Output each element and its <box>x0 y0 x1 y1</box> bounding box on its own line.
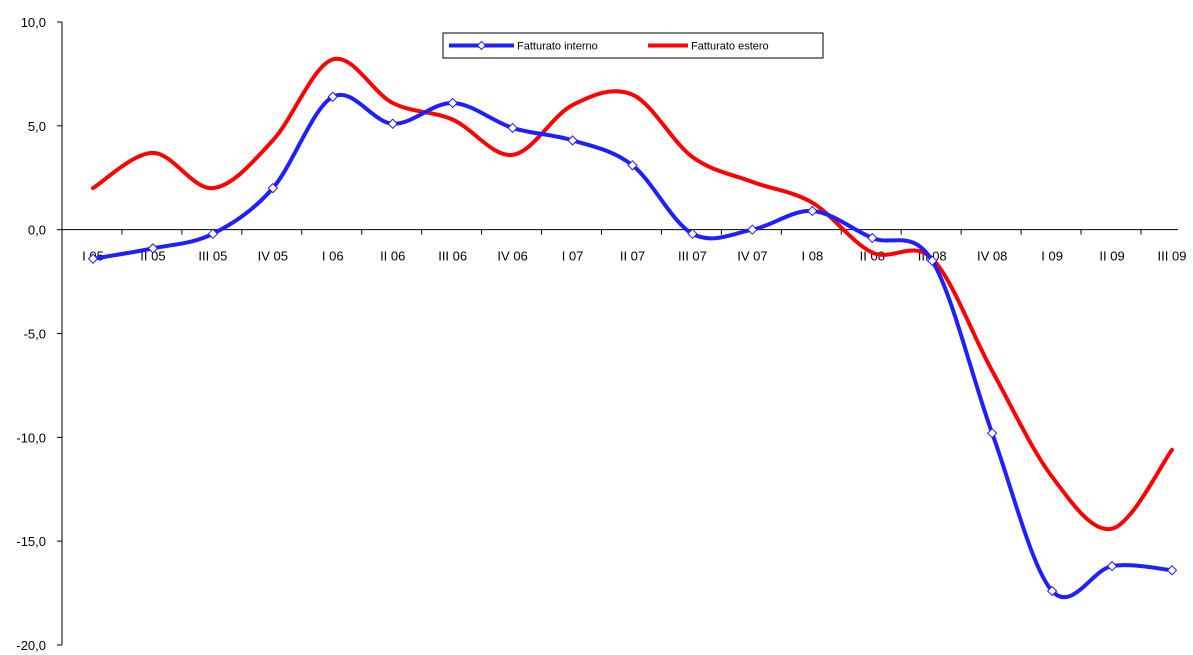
data-point-marker <box>927 255 938 267</box>
x-axis: I 05 II 05 III 05 IV 05 I 06 II 06 III 06 IV 06… <box>61 229 1187 264</box>
data-point-marker <box>567 135 578 146</box>
x-tick-label: IV 08 <box>977 249 1007 264</box>
data-point-marker <box>507 122 518 134</box>
x-tick-label: I 06 <box>322 249 344 264</box>
y-tick-label: 0,0 <box>28 223 46 238</box>
y-tick-label: -10,0 <box>16 430 46 445</box>
series-1 <box>91 56 1174 532</box>
data-point-marker <box>1106 560 1118 572</box>
data-point-marker <box>986 427 998 439</box>
y-tick-label: -20,0 <box>16 638 46 653</box>
data-point-marker <box>327 91 338 102</box>
x-tick-label: IV 07 <box>737 249 767 264</box>
data-point-marker <box>267 182 279 194</box>
legend-item-0: Fatturato interno <box>449 41 598 53</box>
legend-box <box>442 32 824 59</box>
data-point-marker <box>147 243 159 254</box>
data-point-marker <box>747 224 758 235</box>
x-tick-label: III 06 <box>438 249 467 264</box>
series-layer <box>87 56 1178 600</box>
data-point-marker <box>447 97 458 109</box>
data-point-marker <box>627 160 638 171</box>
data-point-marker <box>1046 585 1058 597</box>
legend: Fatturato interno Fatturato estero <box>442 32 824 59</box>
data-point-marker <box>387 118 398 129</box>
y-tick-label: 10,0 <box>21 15 46 30</box>
data-point-marker <box>1166 565 1178 576</box>
x-tick-label: II 08 <box>860 249 885 264</box>
data-point-marker <box>687 228 698 240</box>
data-point-marker <box>87 253 99 264</box>
legend-label: Fatturato interno <box>517 41 598 53</box>
data-point-marker <box>807 205 818 217</box>
x-tick-label: II 06 <box>380 249 405 264</box>
x-tick-label: III 07 <box>678 249 707 264</box>
legend-label: Fatturato estero <box>691 41 769 53</box>
series-line <box>91 92 1174 600</box>
series-0 <box>87 91 1178 600</box>
legend-item-1: Fatturato estero <box>648 41 769 53</box>
x-tick-label: II 07 <box>620 249 645 264</box>
x-tick-label: I 08 <box>801 249 823 264</box>
x-tick-label: II 05 <box>140 249 165 264</box>
x-tick-label: III 09 <box>1158 249 1187 264</box>
y-tick-label: 5,0 <box>28 119 46 134</box>
series-line <box>91 56 1174 532</box>
x-tick-label: III 05 <box>198 249 227 264</box>
y-axis: 10,0 5,0 0,0 -5,0 -10,0 -15,0 -20,0 <box>16 15 63 653</box>
y-tick-label: -15,0 <box>16 534 46 549</box>
data-point-marker <box>867 232 878 244</box>
y-tick-label: -5,0 <box>24 327 46 342</box>
legend-marker <box>476 40 487 51</box>
x-tick-label: IV 05 <box>258 249 288 264</box>
x-tick-label: II 09 <box>1099 249 1124 264</box>
x-tick-label: IV 06 <box>497 249 527 264</box>
x-tick-label: I 09 <box>1041 249 1063 264</box>
x-tick-label: I 07 <box>562 249 584 264</box>
data-point-marker <box>207 228 219 240</box>
